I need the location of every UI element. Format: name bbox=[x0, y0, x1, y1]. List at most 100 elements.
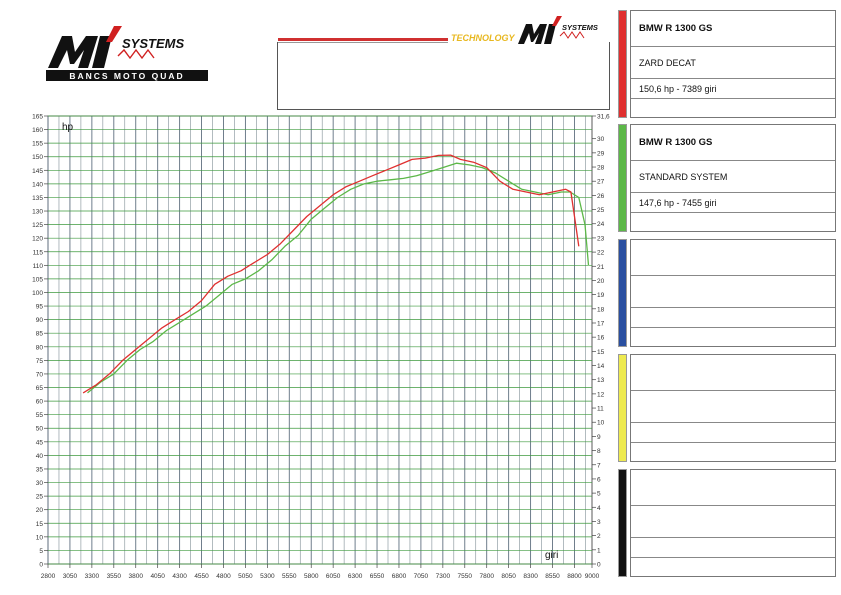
legend-color-swatch bbox=[618, 124, 627, 232]
series-line bbox=[87, 162, 590, 394]
x-tick-label: 7800 bbox=[479, 573, 494, 580]
y2-tick-label: 14 bbox=[597, 363, 605, 370]
legend-system: ZARD DECAT bbox=[631, 47, 835, 79]
x-tick-label: 8300 bbox=[523, 573, 538, 580]
y2-tick-label: 20 bbox=[597, 278, 605, 285]
y-axis-label: hp bbox=[62, 122, 74, 133]
x-tick-label: 5300 bbox=[260, 573, 275, 580]
y2-tick-label: 4 bbox=[597, 505, 601, 512]
dyno-chart: 0510152025303540455055606570758085909510… bbox=[32, 114, 610, 581]
legend-result: 150,6 hp - 7389 giri bbox=[631, 79, 835, 99]
y-tick-label: 150 bbox=[32, 154, 43, 161]
y-tick-label: 50 bbox=[36, 426, 44, 433]
x-tick-label: 3550 bbox=[107, 573, 122, 580]
y-tick-label: 105 bbox=[32, 276, 43, 283]
y-tick-label: 95 bbox=[36, 304, 44, 311]
x-tick-label: 6050 bbox=[326, 573, 341, 580]
legend-panel: BMW R 1300 GS ZARD DECAT 150,6 hp - 7389 g… bbox=[618, 10, 836, 118]
y-tick-label: 140 bbox=[32, 181, 43, 188]
x-tick-label: 2800 bbox=[41, 573, 56, 580]
legend-title bbox=[631, 355, 835, 391]
x-tick-label: 6800 bbox=[392, 573, 407, 580]
y-tick-label: 90 bbox=[36, 317, 44, 324]
x-tick-label: 4300 bbox=[172, 573, 187, 580]
y2-tick-label: 19 bbox=[597, 292, 605, 299]
y-tick-label: 45 bbox=[36, 439, 44, 446]
y-tick-label: 130 bbox=[32, 209, 43, 216]
y2-tick-label: 21 bbox=[597, 264, 605, 271]
y-tick-label: 125 bbox=[32, 222, 43, 229]
y2-tick-label: 11 bbox=[597, 406, 604, 413]
y-tick-label: 40 bbox=[36, 453, 44, 460]
y-tick-label: 80 bbox=[36, 344, 44, 351]
x-tick-label: 6300 bbox=[348, 573, 363, 580]
y2-tick-label: 27 bbox=[597, 179, 605, 186]
y2-tick-label: 26 bbox=[597, 193, 605, 200]
y2-tick-label: 6 bbox=[597, 476, 601, 483]
legend-box bbox=[630, 469, 836, 577]
x-tick-label: 7300 bbox=[436, 573, 451, 580]
x-tick-label: 6550 bbox=[370, 573, 385, 580]
legend-panel: BMW R 1300 GS STANDARD SYSTEM 147,6 hp - 7… bbox=[618, 124, 836, 232]
plot-frame bbox=[47, 115, 593, 565]
y-tick-label: 75 bbox=[36, 358, 44, 365]
y2-tick-label: 12 bbox=[597, 391, 605, 398]
y2-tick-label: 0 bbox=[597, 562, 601, 569]
legend-extra bbox=[631, 328, 835, 348]
legend-box bbox=[630, 354, 836, 462]
x-tick-label: 8050 bbox=[501, 573, 516, 580]
legend-color-swatch bbox=[618, 10, 627, 118]
x-tick-label: 4550 bbox=[194, 573, 209, 580]
legend-color-swatch bbox=[618, 354, 627, 462]
x-tick-label: 7550 bbox=[458, 573, 473, 580]
x-axis-ticks: 2800 3050 3300 3550 3800 4050 4300 4550 4800 5050… bbox=[41, 564, 600, 580]
y2-tick-label: 2 bbox=[597, 533, 601, 540]
legend-panel bbox=[618, 469, 836, 577]
x-axis-label: giri bbox=[545, 550, 558, 561]
legend-extra bbox=[631, 558, 835, 578]
legend-extra bbox=[631, 99, 835, 119]
legend-box bbox=[630, 239, 836, 347]
y-tick-label: 20 bbox=[36, 507, 44, 514]
mi-systems-logo: SYSTEMS BANCS MOTO QUAD bbox=[46, 26, 208, 81]
y-tick-label: 120 bbox=[32, 236, 43, 243]
y-tick-label: 70 bbox=[36, 371, 44, 378]
logo-right-technology: TECHNOLOGY bbox=[451, 33, 515, 43]
legend-box: BMW R 1300 GS ZARD DECAT 150,6 hp - 7389 g… bbox=[630, 10, 836, 118]
y-tick-label: 0 bbox=[39, 562, 43, 569]
y2-tick-label: 15 bbox=[597, 349, 605, 356]
y-tick-label: 100 bbox=[32, 290, 43, 297]
legend-system bbox=[631, 276, 835, 308]
logo-right-brand: SYSTEMS bbox=[562, 23, 598, 32]
header-banner: TECHNOLOGY SYSTEMS bbox=[278, 16, 598, 44]
y2-tick-label: 1 bbox=[597, 547, 601, 554]
y-tick-label: 60 bbox=[36, 399, 44, 406]
y-tick-label: 35 bbox=[36, 466, 44, 473]
y2-tick-label: 24 bbox=[597, 221, 605, 228]
legend-result: 147,6 hp - 7455 giri bbox=[631, 193, 835, 213]
legend-title bbox=[631, 240, 835, 276]
legend-title bbox=[631, 470, 835, 506]
x-tick-label: 3050 bbox=[63, 573, 78, 580]
y-tick-label: 110 bbox=[33, 263, 44, 270]
y2-tick-label: 30 bbox=[597, 136, 605, 143]
y2-tick-label: 10 bbox=[597, 420, 605, 427]
y2-tick-label: 13 bbox=[597, 377, 605, 384]
legend-result bbox=[631, 423, 835, 443]
legend-title: BMW R 1300 GS bbox=[631, 125, 835, 161]
legend-color-swatch bbox=[618, 469, 627, 577]
y-tick-label: 145 bbox=[32, 168, 43, 175]
legend-result bbox=[631, 308, 835, 328]
legend-panel bbox=[618, 354, 836, 462]
y2-tick-label: 8 bbox=[597, 448, 601, 455]
y2-tick-label: 17 bbox=[597, 320, 605, 327]
y-tick-label: 65 bbox=[36, 385, 44, 392]
legend-panel bbox=[618, 239, 836, 347]
y-tick-label: 10 bbox=[36, 534, 44, 541]
series-lines bbox=[82, 154, 590, 394]
y-tick-label: 155 bbox=[32, 141, 43, 148]
legend-extra bbox=[631, 213, 835, 233]
y2-axis-ticks: 0123456789101112131415161718192021222324… bbox=[592, 114, 610, 569]
y2-tick-label: 5 bbox=[597, 491, 601, 498]
x-tick-label: 5050 bbox=[238, 573, 253, 580]
